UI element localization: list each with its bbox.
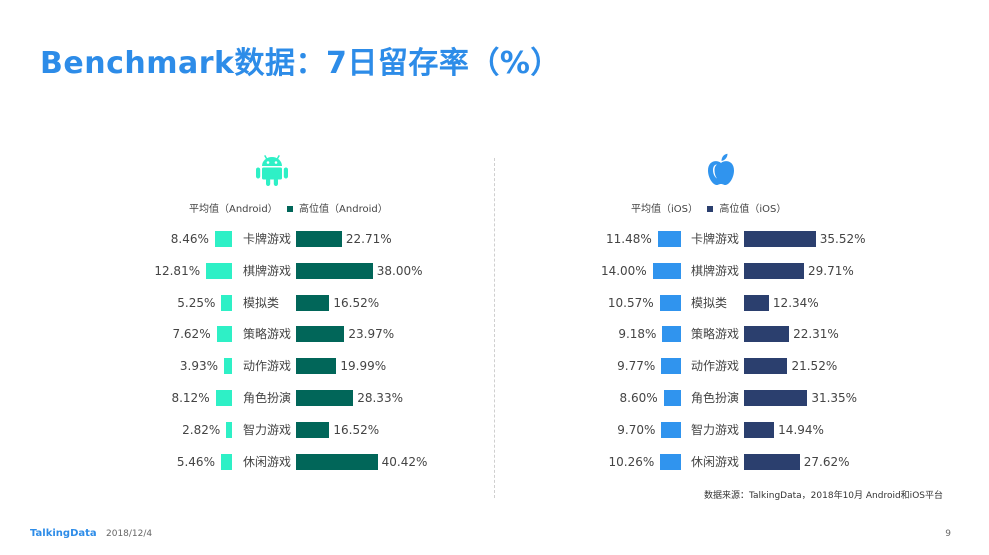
legend-ios-high-swatch [707, 205, 714, 212]
legend-ios-avg: 平均值（iOS） [631, 204, 698, 215]
ios-avg-bar [661, 358, 681, 375]
ios-category-label: 角色扮演 [691, 391, 740, 405]
ios-avg-value: 9.18% [618, 327, 657, 342]
ios-high-bar [744, 294, 769, 311]
ios-category-label: 棋牌游戏 [691, 263, 740, 278]
android-high-bar [296, 453, 378, 470]
ios-avg-bar [652, 262, 681, 279]
footer-date: 2018/12/4 [106, 529, 153, 539]
page-title: Benchmark数据：7日留存率（%） [40, 46, 561, 81]
apple-icon [708, 153, 734, 185]
ios-high-bar [744, 453, 800, 470]
android-high-value: 38.00% [376, 263, 423, 278]
page-number: 9 [945, 529, 951, 539]
android-high-value: 23.97% [348, 327, 395, 342]
android-category-label: 智力游戏 [243, 422, 292, 437]
ios-high-value: 31.35% [811, 391, 858, 405]
android-category-label: 动作游戏 [243, 359, 292, 374]
android-category-label: 休闲游戏 [243, 454, 292, 469]
android-avg-bar [221, 294, 232, 311]
ios-avg-value: 8.60% [619, 391, 658, 405]
ios-avg-value: 9.70% [617, 422, 656, 437]
ios-avg-bar [663, 390, 681, 406]
ios-avg-bar [660, 453, 681, 470]
ios-category-label: 智力游戏 [691, 422, 740, 437]
android-high-value: 16.52% [333, 295, 380, 310]
android-category-label: 棋牌游戏 [243, 263, 292, 278]
ios-high-bar [744, 358, 788, 375]
legend-android-high-swatch [286, 205, 293, 212]
ios-avg-value: 11.48% [606, 232, 652, 246]
ios-category-label: 动作游戏 [691, 359, 740, 374]
ios-high-value: 29.71% [808, 263, 854, 278]
android-avg-value: 7.62% [172, 327, 211, 342]
android-avg-bar [220, 453, 232, 470]
android-avg-value: 8.12% [171, 391, 210, 405]
legend-ios-high: 高位值（iOS） [719, 204, 787, 215]
android-category-label: 策略游戏 [243, 327, 292, 342]
ios-avg-bar [659, 294, 681, 311]
ios-avg-bar [657, 231, 681, 247]
android-avg-value: 12.81% [154, 263, 201, 278]
android-avg-bar [206, 262, 232, 279]
android-high-bar [296, 326, 345, 343]
ios-high-value: 27.62% [803, 454, 850, 469]
ios-avg-bar [661, 421, 681, 438]
ios-high-value: 35.52% [819, 232, 866, 246]
ios-category-label: 策略游戏 [691, 327, 740, 342]
android-high-bar [296, 421, 330, 438]
ios-high-value: 22.31% [793, 327, 839, 342]
android-avg-bar [215, 390, 232, 406]
legend-android-high: 高位值（Android） [299, 204, 388, 215]
source-note: 数据来源：TalkingData，2018年10月 Android和iOS平台 [704, 491, 943, 501]
ios-high-value: 21.52% [791, 359, 838, 374]
panel-divider [494, 158, 495, 498]
ios-category-label: 模拟类 [691, 295, 728, 310]
ios-high-value: 14.94% [778, 422, 824, 437]
android-avg-bar [216, 326, 232, 343]
legend-android-avg: 平均值（Android） [189, 204, 278, 215]
brand-logo: TalkingData [30, 528, 97, 539]
android-avg-bar [226, 421, 232, 438]
ios-high-bar [744, 262, 804, 279]
android-high-bar [296, 231, 342, 247]
android-avg-value: 8.46% [170, 232, 209, 246]
android-avg-value: 3.93% [179, 359, 219, 374]
android-high-bar [296, 262, 373, 279]
android-category-label: 卡牌游戏 [243, 232, 292, 246]
android-high-value: 19.99% [340, 359, 387, 374]
ios-high-bar [744, 421, 775, 438]
ios-category-label: 休闲游戏 [691, 454, 740, 469]
android-high-bar [296, 294, 330, 311]
ios-high-bar [744, 231, 816, 247]
android-category-label: 角色扮演 [243, 391, 292, 405]
ios-high-bar [744, 326, 790, 343]
ios-legend: 平均值（iOS） 高位值（iOS） [631, 200, 786, 215]
android-high-bar [296, 390, 354, 406]
android-high-bar [296, 358, 337, 375]
android-category-label: 模拟类 [243, 295, 280, 310]
android-high-value: 40.42% [381, 454, 428, 469]
android-avg-bar [224, 358, 232, 375]
ios-avg-value: 14.00% [600, 263, 647, 278]
ios-avg-bar [662, 326, 681, 343]
android-avg-value: 5.46% [176, 454, 215, 469]
android-icon [256, 154, 288, 186]
ios-category-label: 卡牌游戏 [691, 232, 740, 246]
ios-high-value: 12.34% [772, 295, 819, 310]
ios-high-bar [744, 390, 808, 406]
android-high-value: 22.71% [345, 232, 392, 246]
ios-avg-value: 10.57% [607, 295, 654, 310]
ios-avg-value: 9.77% [617, 359, 656, 374]
android-avg-value: 2.82% [182, 422, 221, 437]
android-high-value: 16.52% [333, 422, 380, 437]
android-avg-value: 5.25% [177, 295, 216, 310]
android-legend: 平均值（Android） 高位值（Android） [189, 200, 388, 215]
android-high-value: 28.33% [357, 391, 403, 405]
android-avg-bar [214, 231, 232, 247]
ios-avg-value: 10.26% [608, 454, 655, 469]
